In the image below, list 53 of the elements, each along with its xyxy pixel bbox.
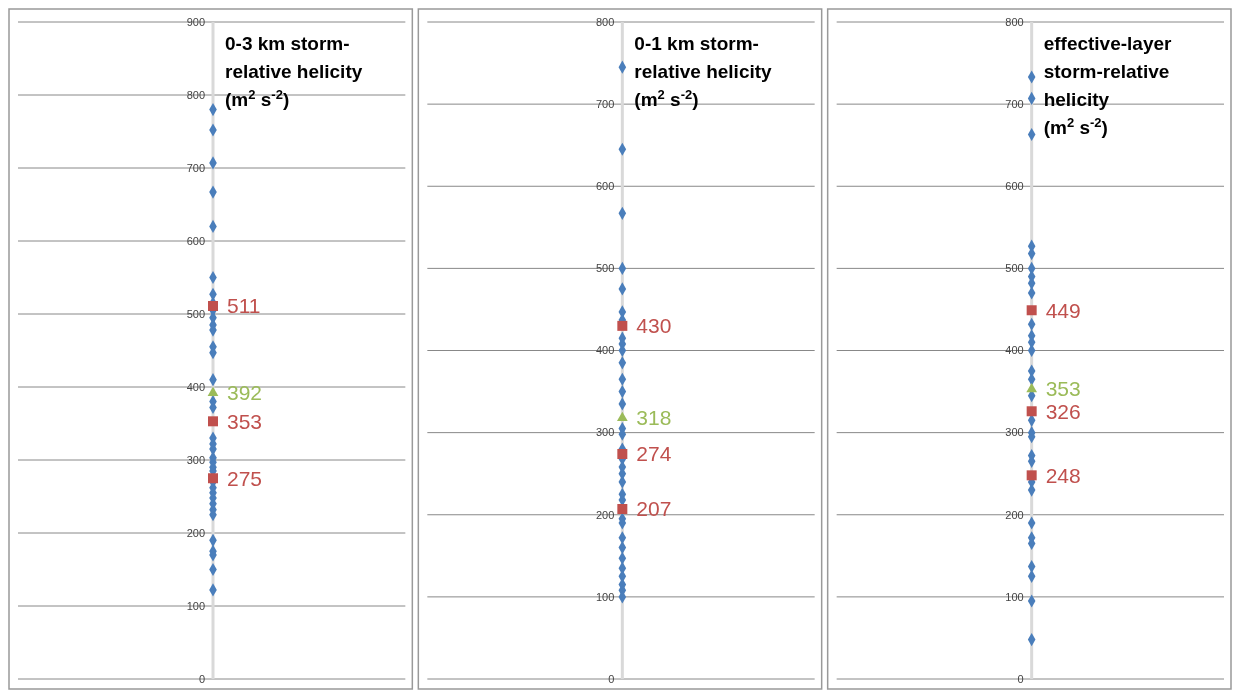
point <box>208 416 218 427</box>
data-label: 318 <box>636 406 672 430</box>
y-tick-label: 700 <box>186 161 205 174</box>
y-tick-label: 800 <box>1005 15 1024 28</box>
y-tick-label: 600 <box>595 180 615 193</box>
text: 0-1 km storm-relative helicity (m$^{2}$ s$^{-2}$) <box>634 33 773 110</box>
y-tick-label: 300 <box>1005 426 1024 439</box>
y-tick-label: 0 <box>198 672 205 685</box>
data-label: 207 <box>636 497 672 521</box>
y-tick-label: 500 <box>1005 262 1024 275</box>
point <box>208 473 218 484</box>
y-tick-label: 900 <box>186 15 205 28</box>
y-tick-label: 400 <box>186 380 205 393</box>
y-tick-label: 800 <box>186 88 205 101</box>
y-tick-label: 800 <box>595 15 615 28</box>
data-label: 392 <box>227 381 263 405</box>
y-tick-label: 200 <box>595 508 615 521</box>
y-tick-label: 100 <box>1005 590 1024 603</box>
data-label: 449 <box>1045 298 1081 322</box>
data-label: 275 <box>227 466 263 490</box>
data-label: 511 <box>227 294 261 318</box>
data-label: 326 <box>1045 399 1081 423</box>
text: 0-3 km storm-relative helicity (m$^{2}$ s$^{-2}$) <box>225 33 363 110</box>
y-tick-label: 100 <box>186 599 205 612</box>
point <box>1026 470 1037 481</box>
y-tick-label: 300 <box>186 453 205 466</box>
y-tick-label: 200 <box>186 526 205 539</box>
y-tick-label: 200 <box>1005 508 1024 521</box>
point <box>1026 382 1038 393</box>
y-tick-label: 700 <box>1005 97 1024 110</box>
y-tick-label: 0 <box>1017 672 1024 685</box>
y-tick-label: 600 <box>1005 180 1024 193</box>
point <box>1026 406 1037 417</box>
text: effective-layer storm-relative helicity (m$^{2}$ s$^{-2}$) <box>1043 33 1173 138</box>
point <box>208 300 218 311</box>
y-tick-label: 600 <box>186 234 205 247</box>
data-label: 353 <box>227 409 263 433</box>
y-tick-label: 300 <box>595 426 615 439</box>
point <box>617 320 628 331</box>
y-tick-label: 500 <box>595 262 615 275</box>
data-label: 248 <box>1045 463 1081 487</box>
data-label: 430 <box>636 314 672 338</box>
y-tick-label: 0 <box>608 672 615 685</box>
y-tick-label: 700 <box>595 97 615 110</box>
point <box>617 448 628 459</box>
data-label: 274 <box>636 442 672 466</box>
point <box>207 386 219 396</box>
y-tick-label: 100 <box>595 590 615 603</box>
y-tick-label: 500 <box>186 307 205 320</box>
data-label: 353 <box>1045 377 1081 401</box>
point <box>616 411 628 421</box>
point <box>1026 305 1037 316</box>
point <box>617 504 628 514</box>
